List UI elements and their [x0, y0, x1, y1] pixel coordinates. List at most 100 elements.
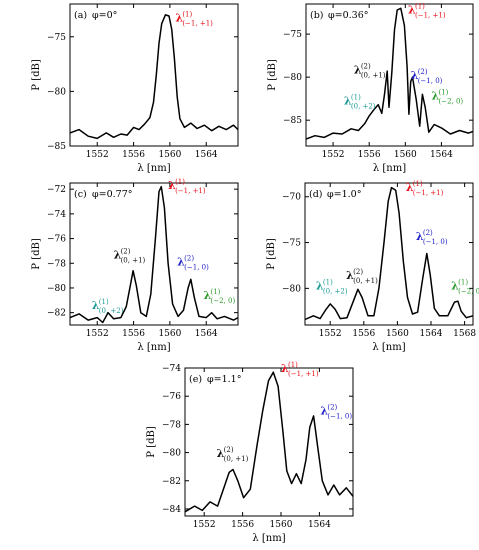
y-tick-label: −80 — [282, 284, 301, 294]
lambda-symbol: λ — [408, 3, 416, 16]
lambda-subscript: (−1, 0) — [418, 77, 443, 85]
lambda-superscript: (2) — [121, 247, 131, 255]
y-tick-label: −82 — [47, 309, 66, 319]
lambda-superscript: (1) — [210, 288, 220, 296]
chart-panel: 1552 1556 1560 1564 1568 −70 −75 −80 λ [nm] P [dB… — [266, 180, 479, 353]
y-axis-label: P [dB] — [266, 238, 277, 270]
lambda-superscript: (1) — [438, 89, 448, 97]
lambda-symbol: λ — [346, 269, 354, 282]
x-axis-label: λ [nm] — [373, 163, 406, 174]
lambda-superscript: (2) — [327, 404, 337, 412]
panel-label: (b) — [310, 10, 324, 21]
x-tick-label: 1552 — [319, 329, 342, 339]
peak-annotation: λ (1)(−1, +1) — [168, 178, 206, 195]
lambda-superscript: (2) — [423, 229, 433, 237]
lambda-subscript: (−1, +1) — [413, 189, 444, 197]
lambda-symbol: λ — [344, 95, 352, 108]
lambda-subscript: (−1, 0) — [327, 413, 352, 421]
lambda-superscript: (1) — [182, 10, 192, 18]
lambda-symbol: λ — [92, 299, 100, 312]
peak-annotation: λ (2)(0, +1) — [346, 268, 378, 285]
phi-label: φ=1.0° — [327, 189, 361, 200]
x-tick-label: 1564 — [430, 150, 453, 160]
spectrum-line — [69, 14, 239, 140]
x-tick-label: 1560 — [158, 150, 181, 160]
lambda-symbol: λ — [217, 447, 225, 460]
peak-annotation: λ (1)(−1, +1) — [408, 2, 446, 19]
chart-panel: 1552 1556 1560 1564 −74 −76 −78 −80 −82 −84 λ [nm]… — [146, 361, 354, 544]
peak-annotation: λ (2)(−1, 0) — [411, 68, 443, 85]
plot-frame — [184, 367, 354, 517]
peak-annotation: λ (1)(−1, +1) — [175, 10, 213, 27]
plot-frame — [305, 3, 474, 147]
phi-label: φ=0° — [92, 10, 117, 21]
plot-frame — [304, 182, 474, 326]
y-tick-label: −82 — [162, 477, 181, 487]
lambda-subscript: (−1, 0) — [184, 264, 209, 272]
x-tick-label: 1568 — [453, 329, 476, 339]
lambda-superscript: (1) — [323, 278, 333, 286]
peak-annotation: λ(1)(−2, 0) — [203, 288, 235, 305]
peak-annotation: λ (2)(−1, 0) — [320, 404, 352, 421]
lambda-superscript: (1) — [415, 2, 425, 10]
lambda-subscript: (−1, +1) — [415, 11, 446, 19]
panel-label: (d) — [309, 189, 323, 200]
lambda-subscript: (−1, 0) — [423, 238, 448, 246]
panel-label: (a) — [74, 10, 87, 21]
peak-annotation: λ (1)(0, +2) — [344, 94, 376, 111]
lambda-subscript: (0, +1) — [224, 455, 249, 463]
x-tick-label: 1556 — [352, 329, 375, 339]
lambda-superscript: (1) — [99, 298, 109, 306]
lambda-superscript: (2) — [353, 268, 363, 276]
panel-label: (c) — [74, 189, 87, 200]
y-tick-label: −78 — [162, 420, 181, 430]
lambda-subscript: (0, +1) — [353, 277, 378, 285]
y-tick-label: −78 — [47, 259, 66, 269]
lambda-subscript: (0, +2) — [351, 103, 376, 111]
spectrum-line — [304, 186, 474, 321]
lambda-subscript: (−2, 0) — [210, 297, 235, 305]
y-tick-label: −75 — [283, 30, 302, 40]
peak-annotation: λ (2)(0, +1) — [114, 247, 146, 264]
lambda-symbol: λ — [354, 64, 362, 77]
x-tick-label: 1560 — [270, 520, 293, 530]
x-axis-label: λ [nm] — [372, 342, 405, 353]
peak-annotation: λ (1)(−1, +1) — [406, 180, 444, 197]
peak-annotation: λ (2)(0, +1) — [217, 446, 249, 463]
lambda-symbol: λ — [114, 248, 122, 261]
lambda-subscript: (−1, +1) — [288, 370, 319, 378]
peak-annotation: λ(1)(−2, 0) — [451, 278, 479, 295]
x-tick-label: 1556 — [122, 150, 145, 160]
lambda-subscript: (−2, 0) — [458, 287, 479, 295]
lambda-superscript: (1) — [458, 278, 468, 286]
y-tick-label: −80 — [283, 73, 302, 83]
y-tick-label: −84 — [162, 505, 181, 515]
lambda-symbol: λ — [175, 11, 183, 24]
phi-label: φ=1.1° — [207, 374, 241, 385]
y-tick-label: −80 — [47, 87, 66, 97]
lambda-superscript: (1) — [288, 361, 298, 369]
phi-label: φ=0.36° — [328, 10, 369, 21]
y-axis-label: P [dB] — [146, 426, 157, 458]
lambda-subscript: (−1, +1) — [175, 187, 206, 195]
lambda-superscript: (1) — [413, 180, 423, 188]
panel-label: (e) — [189, 374, 202, 385]
chart-panel: 1552 1556 1560 1564 −75 −80 −85 λ [nm] P [dB] (a)… — [31, 3, 239, 174]
lambda-subscript: (0, +1) — [121, 256, 146, 264]
lambda-symbol: λ — [406, 181, 414, 194]
y-tick-label: −74 — [47, 210, 66, 220]
peak-annotation: λ (2)(−1, 0) — [177, 255, 209, 272]
x-tick-label: 1564 — [308, 520, 331, 530]
y-tick-label: −75 — [47, 33, 66, 43]
lambda-symbol: λ — [320, 405, 328, 418]
y-axis-label: P [dB] — [31, 59, 42, 91]
x-tick-label: 1556 — [358, 150, 381, 160]
x-tick-label: 1564 — [420, 329, 443, 339]
lambda-symbol: λ — [451, 279, 459, 292]
y-tick-label: −74 — [162, 364, 181, 374]
phi-label: φ=0.77° — [92, 189, 133, 200]
x-tick-label: 1560 — [386, 329, 409, 339]
lambda-superscript: (2) — [418, 68, 428, 76]
y-tick-label: −85 — [47, 142, 66, 152]
